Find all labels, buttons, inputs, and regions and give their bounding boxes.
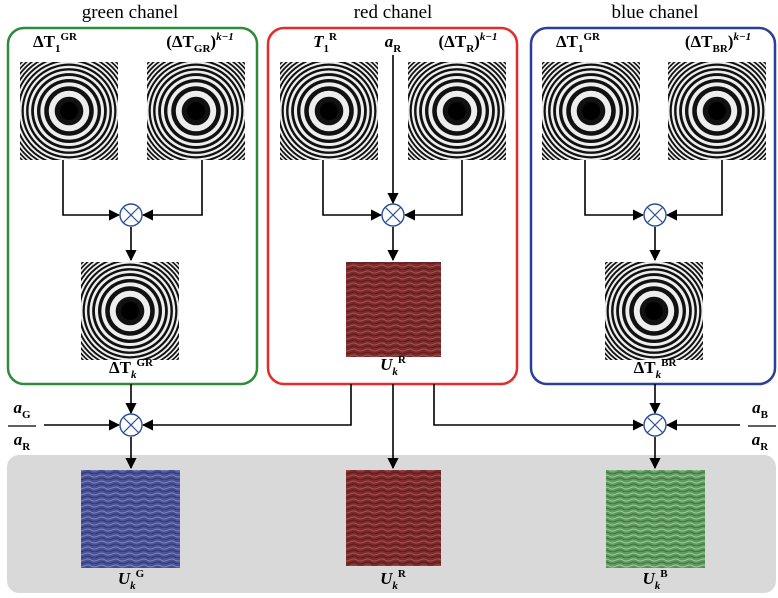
math-label: aR xyxy=(752,430,770,453)
math-label: aR xyxy=(14,430,32,453)
label-part: ΔT xyxy=(33,32,56,51)
label-part: 1 xyxy=(578,43,584,55)
math-label: ΔT1GR xyxy=(556,31,601,55)
label-part: B xyxy=(660,568,668,580)
label-part: k−1 xyxy=(480,31,498,43)
channel-title: blue chanel xyxy=(611,2,698,23)
label-part: GR xyxy=(194,43,212,55)
fringe-image xyxy=(645,39,778,182)
label-part: k−1 xyxy=(733,31,751,43)
label-part: GR xyxy=(137,357,155,369)
label-part: k xyxy=(130,580,136,592)
math-label: ΔTkGR xyxy=(109,357,154,381)
label-part: B xyxy=(761,409,769,421)
label-part: ΔT xyxy=(556,32,579,51)
connectors xyxy=(8,55,776,468)
label-part: (ΔT xyxy=(166,32,194,51)
math-label: ΔTkBR xyxy=(634,357,678,381)
math-label: aB xyxy=(752,398,769,421)
fringe-image xyxy=(257,39,400,182)
multiply-operator xyxy=(644,414,666,436)
fringe-image xyxy=(124,39,267,182)
math-label: (ΔTBR)k−1 xyxy=(685,31,751,55)
label-part: U xyxy=(380,355,393,374)
math-label: (ΔTR)k−1 xyxy=(439,31,498,55)
label-part: R xyxy=(393,43,402,55)
math-label: ΔT1GR xyxy=(33,31,78,55)
fringe-image xyxy=(385,39,528,182)
label-part: T xyxy=(313,32,324,51)
label-part: R xyxy=(22,441,31,453)
label-part: G xyxy=(22,409,31,421)
label-part: R xyxy=(398,354,407,366)
channel-title: green chanel xyxy=(82,2,179,23)
multiply-operator xyxy=(644,204,666,226)
noise-image xyxy=(346,262,441,357)
fringe-image xyxy=(0,39,141,182)
fringe-image xyxy=(519,39,662,182)
math-label: (ΔTGR)k−1 xyxy=(166,31,234,55)
label-part: GR xyxy=(61,31,79,43)
label-part: U xyxy=(380,569,393,588)
label-part: R xyxy=(398,568,407,580)
label-part: k xyxy=(656,369,662,381)
math-label: aG xyxy=(13,398,31,421)
label-part: (ΔT xyxy=(439,32,467,51)
label-part: BR xyxy=(713,43,729,55)
label-part: BR xyxy=(661,357,677,369)
channel-title: red chanel xyxy=(354,2,433,23)
label-part: G xyxy=(136,568,145,580)
label-part: k−1 xyxy=(216,31,234,43)
label-part: k xyxy=(655,580,661,592)
label-part: ΔT xyxy=(109,358,132,377)
noise-image xyxy=(81,470,180,568)
label-part: GR xyxy=(584,31,602,43)
diagram: green chanel red chanel blue chanel ΔT1G… xyxy=(0,0,778,598)
math-label: T1R xyxy=(313,31,338,55)
label-part: k xyxy=(131,369,137,381)
multiply-operator xyxy=(120,204,142,226)
label-part: k xyxy=(392,366,398,378)
label-part: k xyxy=(392,580,398,592)
noise-image xyxy=(606,470,705,568)
label-part: ΔT xyxy=(634,358,657,377)
multiply-operator xyxy=(120,414,142,436)
label-part: U xyxy=(118,569,131,588)
multiply-operator xyxy=(382,204,404,226)
label-part: R xyxy=(329,31,338,43)
label-part: 1 xyxy=(323,43,329,55)
label-part: U xyxy=(642,569,655,588)
math-label: UkR xyxy=(380,354,407,378)
label-part: 1 xyxy=(55,43,61,55)
noise-image xyxy=(346,470,441,566)
label-part: (ΔT xyxy=(685,32,713,51)
math-label: aR xyxy=(385,32,403,55)
label-part: R xyxy=(760,441,769,453)
